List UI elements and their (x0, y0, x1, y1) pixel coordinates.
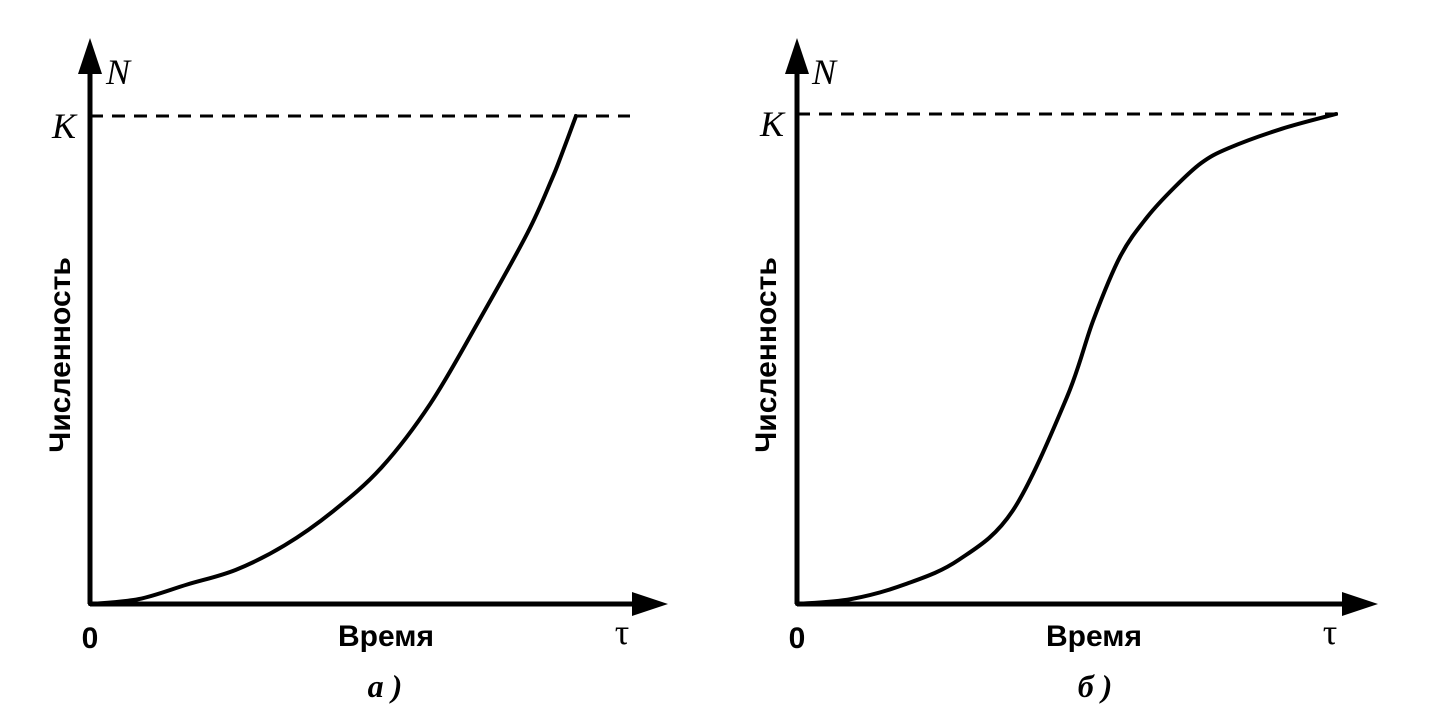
x-axis-label: Время (338, 620, 434, 653)
x-axis-arrowhead (1342, 592, 1378, 616)
y-axis-label: Численность (44, 257, 77, 453)
chart-panel-2: NK 0 Время τ Численность б ) (750, 38, 1378, 704)
chart-panel-1: NK 0 Время τ Численность а ) (44, 38, 668, 704)
panel-caption: а ) (368, 668, 403, 704)
y-axis-label: Численность (750, 257, 783, 453)
origin-label: 0 (789, 622, 806, 655)
growth-curve (795, 112, 1338, 606)
y-axis-arrowhead (785, 38, 809, 74)
y-axis-symbol: N (811, 52, 838, 92)
growth-curve (88, 114, 578, 606)
panel-caption: б ) (1078, 668, 1113, 704)
x-axis-arrowhead (632, 592, 668, 616)
x-axis-symbol: τ (1323, 612, 1337, 652)
asymptote-label: K (759, 104, 786, 144)
y-axis-symbol: N (105, 52, 132, 92)
origin-label: 0 (82, 622, 99, 655)
x-axis-label: Время (1046, 620, 1142, 653)
y-axis-arrowhead (78, 38, 102, 74)
asymptote-label: K (51, 106, 78, 146)
x-axis-symbol: τ (615, 612, 629, 652)
